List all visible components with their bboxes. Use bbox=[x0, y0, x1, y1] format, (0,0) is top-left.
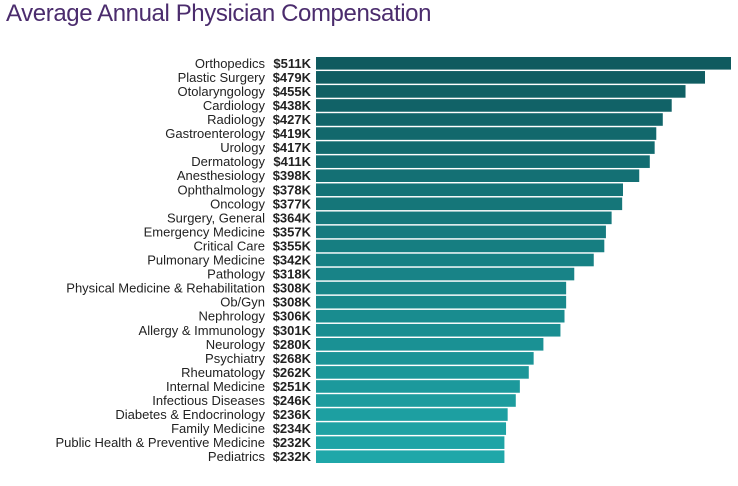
category-label: Plastic Surgery bbox=[178, 70, 266, 85]
value-label: $308K bbox=[273, 295, 312, 310]
value-label: $232K bbox=[273, 435, 312, 450]
value-label: $417K bbox=[273, 140, 312, 155]
bar bbox=[316, 450, 505, 463]
bar bbox=[316, 127, 657, 140]
value-label: $318K bbox=[273, 267, 312, 282]
category-label: Pediatrics bbox=[208, 449, 266, 464]
category-label: Ob/Gyn bbox=[220, 295, 265, 310]
bar bbox=[316, 57, 731, 70]
bar bbox=[316, 422, 507, 435]
value-label: $355K bbox=[273, 238, 312, 253]
value-label: $364K bbox=[273, 210, 312, 225]
category-label: Cardiology bbox=[203, 98, 266, 113]
category-label: Allergy & Immunology bbox=[139, 323, 266, 338]
value-label: $377K bbox=[273, 196, 312, 211]
value-label: $306K bbox=[273, 309, 312, 324]
bar bbox=[316, 253, 594, 267]
value-label: $455K bbox=[273, 84, 312, 99]
category-label: Emergency Medicine bbox=[144, 224, 265, 239]
bar bbox=[316, 309, 565, 323]
value-label: $251K bbox=[273, 379, 312, 394]
category-label: Public Health & Preventive Medicine bbox=[55, 435, 265, 450]
category-label: Pathology bbox=[207, 267, 265, 282]
category-label: Urology bbox=[220, 140, 265, 155]
category-label: Dermatology bbox=[191, 154, 265, 169]
bar bbox=[316, 155, 650, 168]
value-label: $479K bbox=[273, 70, 312, 85]
bar bbox=[316, 183, 623, 197]
bar bbox=[316, 394, 516, 407]
bar bbox=[316, 85, 686, 98]
bar bbox=[316, 239, 605, 253]
category-label: Surgery, General bbox=[167, 210, 265, 225]
value-label: $308K bbox=[273, 281, 312, 296]
category-label: Nephrology bbox=[199, 309, 266, 324]
bar bbox=[316, 211, 612, 225]
value-label: $236K bbox=[273, 407, 312, 422]
bar bbox=[316, 71, 706, 84]
value-label: $511K bbox=[273, 56, 311, 71]
category-label: Internal Medicine bbox=[166, 379, 265, 394]
bar bbox=[316, 295, 567, 309]
bar bbox=[316, 408, 508, 421]
bar bbox=[316, 436, 505, 449]
category-label: Oncology bbox=[210, 196, 265, 211]
value-label: $301K bbox=[273, 323, 312, 338]
bar bbox=[316, 141, 655, 154]
chart-title: Average Annual Physician Compensation bbox=[6, 0, 432, 27]
value-label: $427K bbox=[273, 112, 312, 127]
value-label: $268K bbox=[273, 351, 312, 366]
category-label: Physical Medicine & Rehabilitation bbox=[66, 281, 265, 296]
category-label: Otolaryngology bbox=[178, 84, 266, 99]
value-label: $232K bbox=[273, 449, 312, 464]
bar bbox=[316, 113, 663, 126]
category-label: Family Medicine bbox=[171, 421, 265, 436]
bar bbox=[316, 380, 520, 393]
bar bbox=[316, 323, 561, 337]
value-label: $246K bbox=[273, 393, 312, 408]
category-label: Pulmonary Medicine bbox=[147, 253, 265, 268]
bar bbox=[316, 352, 534, 365]
category-label: Rheumatology bbox=[181, 365, 265, 380]
category-label: Gastroenterology bbox=[165, 126, 265, 141]
bar bbox=[316, 281, 567, 295]
bar bbox=[316, 366, 529, 379]
category-label: Infectious Diseases bbox=[152, 393, 265, 408]
value-label: $357K bbox=[273, 224, 312, 239]
value-label: $438K bbox=[273, 98, 312, 113]
category-label: Neurology bbox=[206, 337, 266, 352]
category-label: Anesthesiology bbox=[177, 168, 266, 183]
category-label: Radiology bbox=[207, 112, 265, 127]
category-label: Critical Care bbox=[193, 238, 265, 253]
value-label: $419K bbox=[273, 126, 312, 141]
value-label: $411K bbox=[273, 154, 311, 169]
category-label: Psychiatry bbox=[205, 351, 265, 366]
category-label: Diabetes & Endocrinology bbox=[115, 407, 265, 422]
value-label: $378K bbox=[273, 182, 312, 197]
value-label: $262K bbox=[273, 365, 312, 380]
value-label: $398K bbox=[273, 168, 312, 183]
category-label: Orthopedics bbox=[195, 56, 266, 71]
bar bbox=[316, 225, 606, 239]
category-label: Ophthalmology bbox=[178, 182, 266, 197]
bar bbox=[316, 99, 672, 112]
value-label: $280K bbox=[273, 337, 312, 352]
bar bbox=[316, 267, 575, 281]
bar bbox=[316, 197, 623, 211]
value-label: $234K bbox=[273, 421, 312, 436]
bar bbox=[316, 338, 544, 351]
value-label: $342K bbox=[273, 253, 312, 268]
bar bbox=[316, 169, 640, 182]
